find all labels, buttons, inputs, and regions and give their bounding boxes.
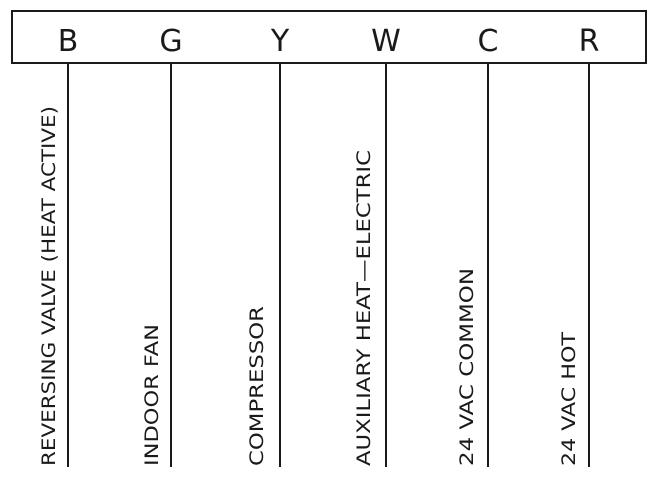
terminal-b: B REVERSING VALVE (HEAT ACTIVE) [38, 24, 78, 467]
wire-label-y: COMPRESSOR [246, 306, 268, 466]
terminal-r: R 24 VAC HOT [558, 24, 599, 467]
terminal-letter-g: G [159, 24, 182, 59]
terminal-y: Y COMPRESSOR [246, 24, 290, 467]
wire-label-r: 24 VAC HOT [558, 332, 580, 466]
terminal-g: G INDOOR FAN [141, 24, 183, 467]
terminal-strip-box [11, 10, 647, 64]
terminal-letter-b: B [58, 24, 79, 59]
terminal-letter-c: C [478, 24, 499, 59]
terminal-letter-r: R [579, 24, 600, 59]
wire-label-w: AUXILIARY HEAT—ELECTRIC [353, 150, 375, 466]
terminal-c: C 24 VAC COMMON [456, 24, 498, 467]
terminal-w: W AUXILIARY HEAT—ELECTRIC [353, 24, 401, 467]
wire-label-c: 24 VAC COMMON [456, 268, 478, 466]
wire-label-b: REVERSING VALVE (HEAT ACTIVE) [38, 106, 60, 466]
wire-label-g: INDOOR FAN [141, 324, 163, 466]
terminal-letter-y: Y [270, 24, 290, 59]
terminal-letter-w: W [371, 24, 401, 59]
